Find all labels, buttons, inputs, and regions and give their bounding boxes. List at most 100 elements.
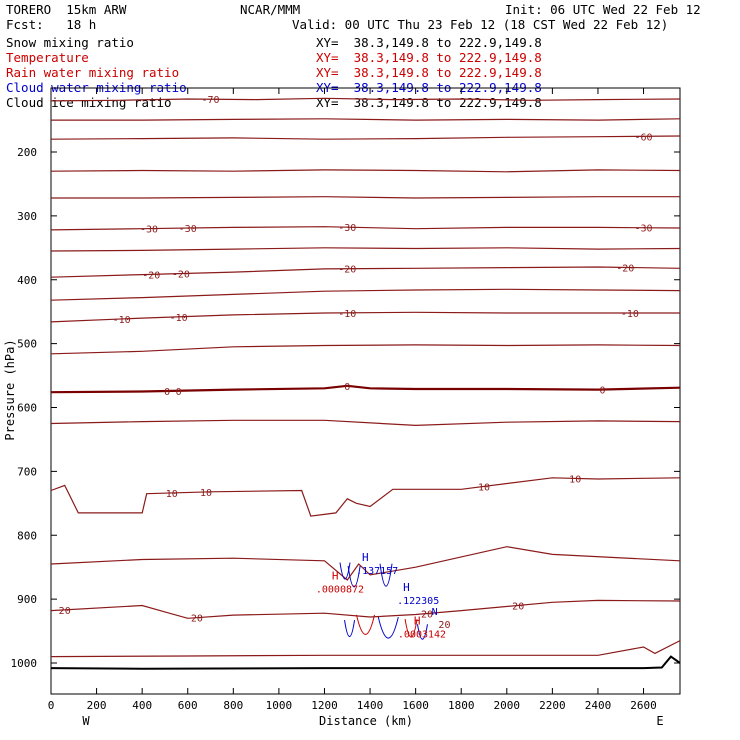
isotherm-label: -20 <box>338 265 356 276</box>
isotherm-label: -20 <box>142 270 160 281</box>
isotherm-label: -10 <box>338 309 356 320</box>
y-tick-label: 800 <box>17 529 37 542</box>
isotherm--70 <box>50 97 681 102</box>
center-name: NCAR/MMM <box>240 2 301 17</box>
model-name: TORERO 15km ARW <box>6 2 127 17</box>
isotherm-layer: -70 -60 -30 -30 -30 -30 -20 -20 -20 -20 -10 -10 -10 -… <box>50 95 681 658</box>
x-tick-label: 800 <box>223 699 243 712</box>
terrain-line <box>50 655 681 670</box>
cloud-water-contour <box>416 624 428 640</box>
isotherm-label: -30 <box>634 224 652 235</box>
isotherm-label: -30 <box>338 223 356 234</box>
init-time: Init: 06 UTC Wed 22 Feb 12 <box>505 2 701 17</box>
isotherm-label: -30 <box>140 225 158 236</box>
cloud-water-contour <box>377 616 399 639</box>
terrain-layer <box>50 655 681 670</box>
isotherm--65 <box>51 118 681 121</box>
cloud-water-max-value: .122305 <box>397 596 439 607</box>
isotherm--50 <box>50 169 681 173</box>
rain-water-max-value: .0003142 <box>398 629 446 640</box>
y-tick-label: 1000 <box>11 657 38 670</box>
isotherm-label: -10 <box>170 313 188 324</box>
field-name-temperature: Temperature <box>6 50 89 65</box>
y-tick-label: 500 <box>17 338 37 351</box>
y-tick-label: 300 <box>17 210 37 223</box>
field-name-cloud-water: Cloud water mixing ratio <box>6 80 187 95</box>
isotherm-label: -20 <box>172 270 190 281</box>
rain-water-max-marker: H <box>414 614 421 627</box>
isotherm-label: -30 <box>179 224 197 235</box>
cloud-water-contour <box>379 563 393 587</box>
isotherm--25 <box>50 247 681 252</box>
x-tick-label: 2000 <box>494 699 521 712</box>
cloud-water-max-value: .137157 <box>356 566 398 577</box>
isotherm--15 <box>50 288 681 301</box>
y-tick-label: 900 <box>17 593 37 606</box>
rain-water-max-marker: H <box>332 570 339 583</box>
isotherm-label: 20 <box>191 614 203 625</box>
isotherm-label: 20 <box>421 610 433 621</box>
y-tick-label: 600 <box>17 402 37 415</box>
field-name-snow: Snow mixing ratio <box>6 35 134 50</box>
x-tick-label: 0 <box>48 699 55 712</box>
rain-water-contour <box>404 618 418 638</box>
x-tick-label: 1200 <box>311 699 338 712</box>
isotherm-label: -10 <box>621 309 639 320</box>
y-tick-label: 700 <box>17 465 37 478</box>
isotherm-label: 20 <box>59 606 71 617</box>
isotherm-label: 20 <box>438 620 450 631</box>
field-xy-snow: XY= 38.3,149.8 to 222.9,149.8 <box>316 35 542 50</box>
isotherm--20 <box>50 266 681 278</box>
x-tick-label: 1800 <box>448 699 475 712</box>
isotherm-0 <box>50 384 681 394</box>
x-tick-label: 2400 <box>585 699 612 712</box>
x-end-label-east: E <box>656 714 663 728</box>
y-axis-label: Pressure (hPa) <box>3 339 17 440</box>
x-tick-label: 1600 <box>402 699 429 712</box>
cloud-water-max-marker: H <box>403 581 410 594</box>
isotherm-label: 10 <box>569 474 581 485</box>
axes-layer: 0 200 400 600 800 1000 1200 1400 1600 1800 2000 220… <box>11 88 680 712</box>
rain-water-max-value: .0000872 <box>316 585 364 596</box>
isotherm-25 <box>50 640 681 658</box>
x-axis-label: Distance (km) <box>319 714 413 728</box>
valid-time: Valid: 00 UTC Thu 23 Feb 12 (18 CST Wed … <box>292 17 669 32</box>
isotherm-label: -60 <box>634 132 652 143</box>
isotherm-label: 20 <box>512 601 524 612</box>
isotherm-10 <box>50 477 681 517</box>
x-tick-label: 2600 <box>630 699 657 712</box>
isotherm--40 <box>51 196 680 199</box>
isotherm--30 <box>50 226 681 231</box>
y-tick-label: 400 <box>17 274 37 287</box>
y-tick-label: 200 <box>17 146 37 159</box>
x-tick-label: 1400 <box>357 699 384 712</box>
field-name-cloud-ice: Cloud ice mixing ratio <box>6 95 172 110</box>
x-tick-label: 1000 <box>266 699 293 712</box>
isotherm-label: -70 <box>201 95 219 106</box>
rain-water-contour <box>356 614 375 635</box>
isotherm--60 <box>50 135 681 140</box>
cloud-water-contour <box>347 565 361 588</box>
hydrometeor-layer: H .137157 H .122305 H .0000872 H .0003142 N20 <box>316 551 451 640</box>
cloud-water-max-marker: H <box>362 551 369 564</box>
isotherm-label: 0 <box>344 382 350 393</box>
cloud-water-contour <box>339 562 351 580</box>
isotherm--5 <box>50 344 681 355</box>
isotherm-label: 10 <box>478 482 490 493</box>
forecast-hour: Fcst: 18 h <box>6 17 97 32</box>
isotherm-5 <box>50 419 681 427</box>
isotherm-label: 0 <box>164 387 170 398</box>
x-tick-label: 600 <box>178 699 198 712</box>
isotherm-label: 10 <box>200 488 212 499</box>
x-end-label-west: W <box>82 714 90 728</box>
isotherm-20 <box>50 599 681 619</box>
isotherm--10 <box>50 311 680 323</box>
isotherm-label: -20 <box>616 263 634 274</box>
plot-frame <box>50 87 681 695</box>
x-tick-label: 200 <box>87 699 107 712</box>
isotherm-label: 0 <box>599 386 605 397</box>
cloud-water-contour <box>344 619 356 638</box>
isotherm-label: 10 <box>166 489 178 500</box>
isotherm-label: -10 <box>113 315 131 326</box>
